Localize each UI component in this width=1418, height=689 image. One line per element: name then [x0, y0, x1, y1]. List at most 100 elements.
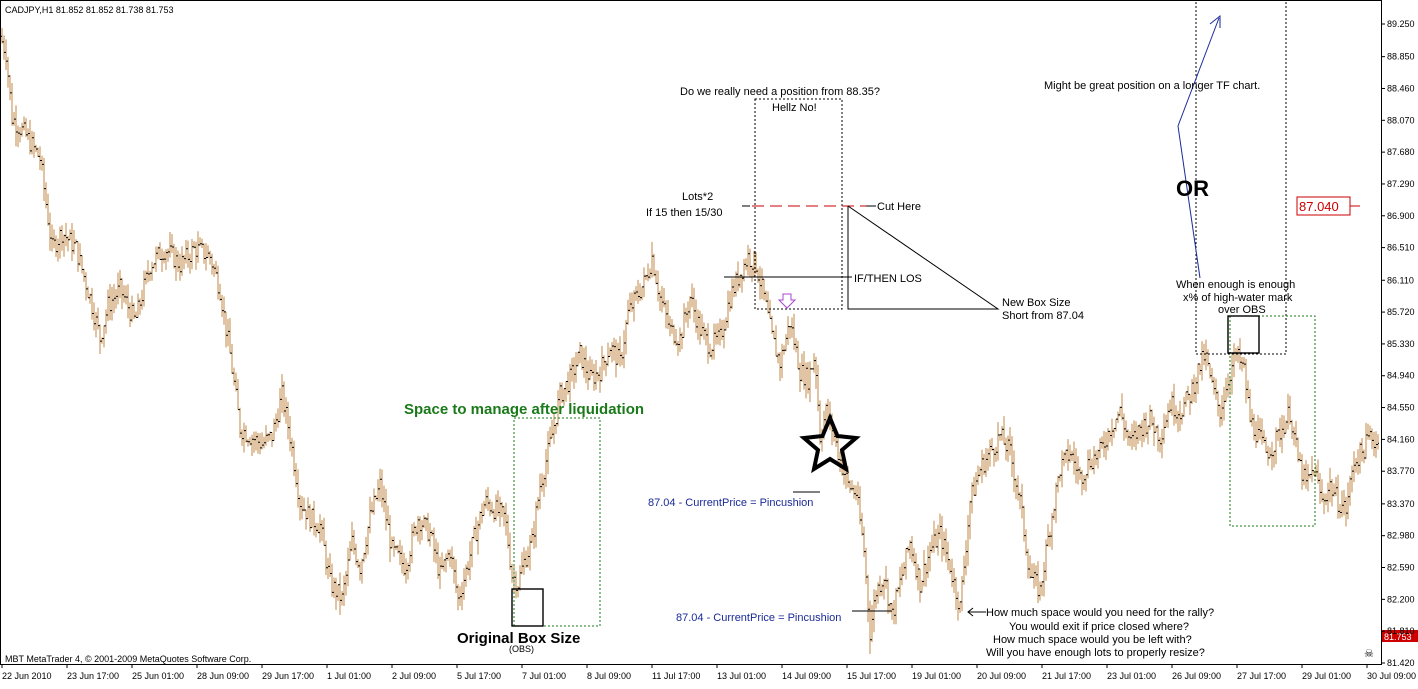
price-bar: [1167, 403, 1169, 428]
price-bar: [421, 520, 423, 541]
price-bar: [1265, 436, 1267, 453]
price-bar: [869, 600, 871, 654]
price-bar: [345, 570, 347, 596]
price-bar: [875, 590, 877, 609]
price-bar: [783, 345, 785, 355]
price-bar: [1207, 349, 1209, 367]
price-bar: [1075, 448, 1077, 484]
price-bar: [103, 325, 105, 348]
price-bar: [187, 240, 189, 268]
price-bar: [901, 563, 903, 586]
price-bar: [1061, 450, 1063, 488]
star-marker: [799, 412, 861, 474]
price-bar: [319, 514, 321, 543]
price-bar: [313, 500, 315, 536]
purple-down-arrow: [777, 293, 797, 309]
price-bar: [613, 337, 615, 361]
price-bar: [1357, 449, 1359, 475]
rally-pointer-head: [967, 607, 974, 617]
price-bar: [39, 146, 41, 170]
price-bar: [1231, 354, 1233, 395]
cut-here-label: Cut Here: [877, 201, 921, 213]
price-bar: [181, 246, 183, 276]
price-bar: [677, 341, 679, 356]
new-box-label-1: New Box Size: [1002, 297, 1070, 309]
price-bar: [629, 292, 631, 313]
price-bar: [763, 278, 765, 301]
price-bar: [713, 323, 715, 360]
price-bar: [1055, 482, 1057, 524]
x-tick-label: 14 Jul 09:00: [782, 671, 831, 681]
price-bar: [193, 241, 195, 249]
price-bar: [1333, 483, 1335, 497]
price-bar: [1289, 395, 1291, 425]
price-bar: [695, 299, 697, 333]
price-bar: [755, 252, 757, 275]
price-bar: [355, 543, 357, 566]
price-bar: [1039, 581, 1041, 601]
price-bar: [1027, 548, 1029, 579]
price-bar: [991, 437, 993, 451]
price-bar: [331, 563, 333, 597]
price-bar: [631, 292, 633, 312]
price-bar: [1185, 391, 1187, 407]
price-bar: [987, 448, 989, 471]
price-bar: [527, 546, 529, 568]
price-bar: [1077, 456, 1079, 485]
price-bar: [867, 574, 869, 623]
price-bar: [937, 524, 939, 556]
price-bar: [165, 249, 167, 270]
y-tick-label: 86.510: [1387, 243, 1415, 253]
x-tick-label: 7 Jul 01:00: [522, 671, 566, 681]
price-bar: [919, 568, 921, 603]
price-bar: [399, 539, 401, 566]
price-bar: [893, 600, 895, 625]
price-bar: [741, 274, 743, 293]
price-bar: [689, 296, 691, 319]
price-bar: [455, 559, 457, 594]
price-bar: [1343, 489, 1345, 516]
price-bar: [467, 561, 469, 576]
price-bar: [35, 144, 37, 153]
price-bar: [33, 131, 35, 158]
price-bar: [569, 363, 571, 403]
price-bar: [435, 538, 437, 564]
price-bar: [89, 293, 91, 304]
price-bar: [1089, 449, 1091, 470]
price-bar: [1035, 565, 1037, 587]
price-bar: [215, 261, 217, 275]
price-bar: [213, 263, 215, 277]
y-tick-label: 88.460: [1387, 83, 1415, 93]
price-bar: [1307, 464, 1309, 492]
price-bar: [449, 549, 451, 568]
price-bar: [747, 244, 749, 276]
price-bar: [43, 157, 45, 201]
price-bar: [123, 285, 125, 303]
price-bar: [1081, 470, 1083, 496]
price-bar: [559, 382, 561, 413]
price-bar: [179, 253, 181, 281]
symbol-header: CADJPY,H1 81.852 81.852 81.738 81.753: [5, 5, 173, 15]
price-bar: [135, 311, 137, 319]
price-bar: [495, 494, 497, 522]
price-bar: [807, 362, 809, 394]
price-bar: [423, 515, 425, 529]
price-bar: [1139, 423, 1141, 441]
price-bar: [1023, 505, 1025, 542]
price-bar: [743, 258, 745, 282]
price-bar: [855, 485, 857, 501]
or-label: OR: [1176, 176, 1209, 201]
price-bar: [671, 318, 673, 334]
price-bar: [1355, 457, 1357, 473]
price-bar: [1111, 418, 1113, 446]
price-bar: [605, 360, 607, 377]
price-bar: [1225, 377, 1227, 403]
price-bar: [839, 451, 841, 472]
upward-arrow-line: [1177, 17, 1220, 127]
price-bar: [263, 436, 265, 449]
price-bar: [661, 285, 663, 313]
price-bar: [617, 342, 619, 365]
price-bar: [1277, 429, 1279, 441]
price-bar: [481, 503, 483, 524]
